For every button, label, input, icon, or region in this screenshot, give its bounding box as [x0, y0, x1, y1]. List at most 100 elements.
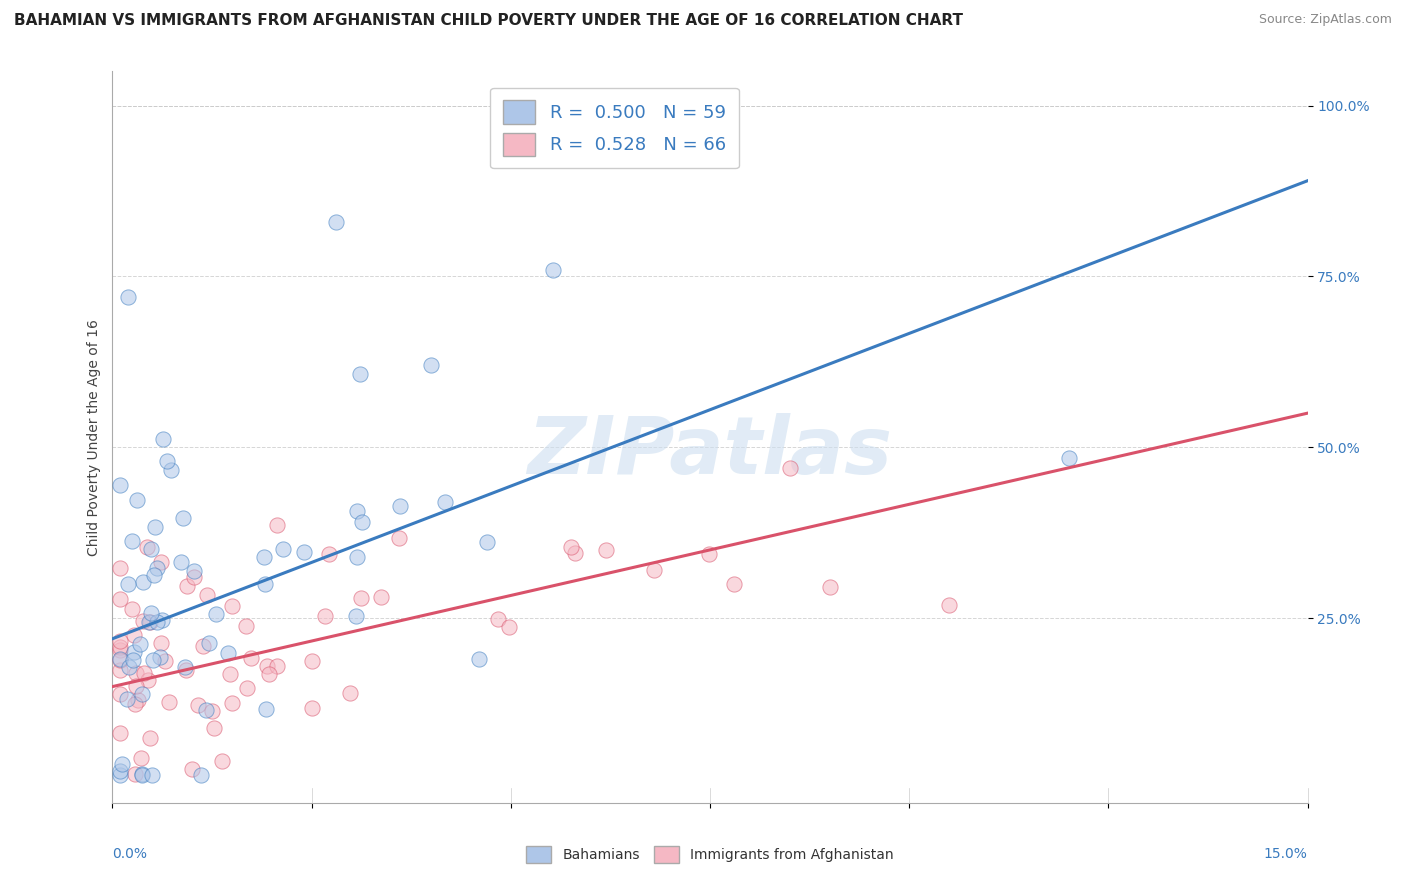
Point [201, 704, 224, 718]
Point [938, 598, 960, 612]
Point [176, 663, 198, 677]
Point [350, 515, 373, 529]
Point [139, 731, 162, 746]
Text: Source: ZipAtlas.com: Source: ZipAtlas.com [1258, 13, 1392, 27]
Point [346, 504, 368, 518]
Point [118, 659, 141, 673]
Point [117, 576, 139, 591]
Point [314, 608, 336, 623]
Point [135, 540, 157, 554]
Point [125, 666, 148, 681]
Legend: Bahamians, Immigrants from Afghanistan: Bahamians, Immigrants from Afghanistan [520, 840, 900, 869]
Point [498, 620, 520, 634]
Point [157, 694, 180, 708]
Point [156, 454, 179, 468]
Point [122, 645, 145, 659]
Point [150, 613, 173, 627]
Point [198, 636, 221, 650]
Point [131, 767, 153, 781]
Point [110, 687, 132, 701]
Point [256, 659, 278, 673]
Point [271, 541, 294, 556]
Text: BAHAMIAN VS IMMIGRANTS FROM AFGHANISTAN CHILD POVERTY UNDER THE AGE OF 16 CORREL: BAHAMIAN VS IMMIGRANTS FROM AFGHANISTAN … [14, 13, 963, 29]
Point [318, 547, 340, 561]
Point [349, 591, 371, 606]
Point [194, 703, 217, 717]
Point [697, 547, 720, 561]
Text: ZIPatlas: ZIPatlas [527, 413, 893, 491]
Point [129, 750, 152, 764]
Point [142, 568, 165, 582]
Point [195, 588, 218, 602]
Point [115, 692, 138, 706]
Point [389, 499, 412, 513]
Point [160, 462, 183, 476]
Point [193, 640, 215, 654]
Point [187, 698, 209, 713]
Point [132, 614, 155, 628]
Point [132, 666, 155, 681]
Point [723, 577, 745, 591]
Point [541, 263, 564, 277]
Point [211, 754, 233, 768]
Point [219, 667, 242, 681]
Point [254, 577, 277, 591]
Point [110, 768, 132, 782]
Point [121, 533, 143, 548]
Point [110, 726, 132, 740]
Point [467, 651, 489, 665]
Point [346, 549, 368, 564]
Point [129, 637, 152, 651]
Point [221, 599, 243, 614]
Point [235, 619, 257, 633]
Point [153, 654, 176, 668]
Point [124, 767, 146, 781]
Point [138, 615, 160, 629]
Point [236, 681, 259, 696]
Text: 0.0%: 0.0% [112, 847, 148, 861]
Point [204, 721, 226, 735]
Point [145, 520, 167, 534]
Point [370, 591, 392, 605]
Point [110, 757, 132, 772]
Point [486, 612, 509, 626]
Point [560, 540, 582, 554]
Point [139, 542, 162, 557]
Point [349, 367, 371, 381]
Point [127, 693, 149, 707]
Point [149, 636, 172, 650]
Point [139, 606, 162, 620]
Point [138, 615, 160, 629]
Point [110, 643, 132, 657]
Point [174, 659, 197, 673]
Point [110, 652, 132, 666]
Point [643, 563, 665, 577]
Point [564, 546, 586, 560]
Point [141, 768, 163, 782]
Point [125, 492, 148, 507]
Point [180, 762, 202, 776]
Point [110, 478, 132, 492]
Point [145, 561, 167, 575]
Point [149, 649, 172, 664]
Point [205, 607, 228, 622]
Point [301, 654, 323, 668]
Point [388, 531, 411, 545]
Point [110, 561, 132, 575]
Point [110, 634, 132, 648]
Point [301, 701, 323, 715]
Point [110, 640, 132, 655]
Point [131, 687, 153, 701]
Point [170, 555, 193, 569]
Point [132, 575, 155, 590]
Text: 15.0%: 15.0% [1264, 847, 1308, 861]
Point [240, 650, 263, 665]
Point [122, 628, 145, 642]
Point [121, 602, 143, 616]
Point [110, 764, 132, 779]
Point [477, 534, 499, 549]
Point [146, 615, 169, 629]
Point [142, 653, 165, 667]
Point [1057, 450, 1080, 465]
Point [122, 653, 145, 667]
